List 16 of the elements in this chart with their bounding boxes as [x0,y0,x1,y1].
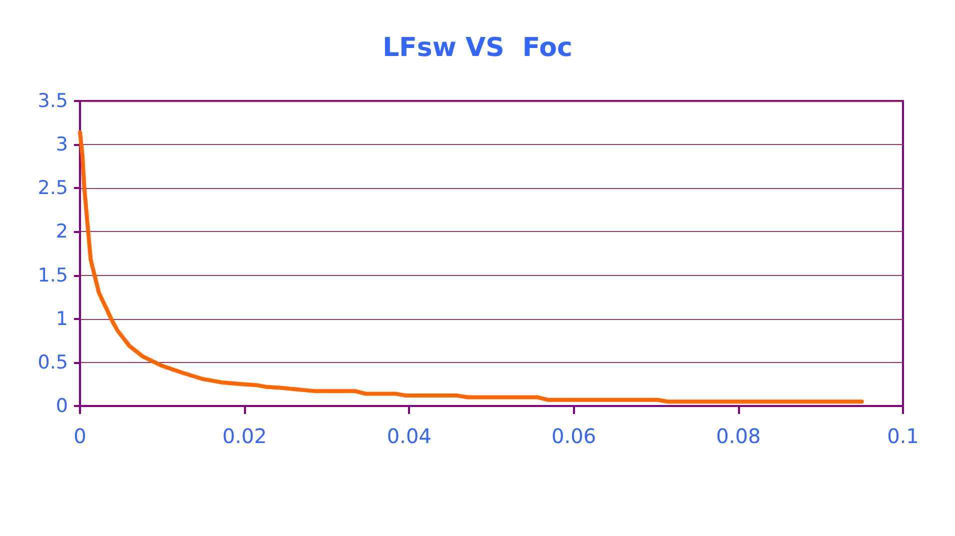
x-tick-label: 0.08 [716,424,761,448]
x-tick-label: 0.02 [222,424,267,448]
y-tick-label: 2 [56,220,68,243]
line-series [78,130,864,404]
x-tick-label: 0.04 [386,424,432,448]
y-tick-label: 1 [56,308,68,330]
x-tick-label: 0 [74,424,86,448]
y-tick-label: 0 [56,395,68,417]
y-tick-label: 3 [56,134,68,156]
x-tick-label: 0.06 [552,424,596,448]
chart-title: LFsw VS Foc [382,33,572,63]
y-tick-label: 2.5 [38,177,68,200]
y-tick-label: 0.5 [38,351,68,374]
x-tick-label: 0.1 [887,424,919,448]
y-tick-label: 3.5 [38,90,68,112]
y-tick-label: 1.5 [38,264,68,286]
